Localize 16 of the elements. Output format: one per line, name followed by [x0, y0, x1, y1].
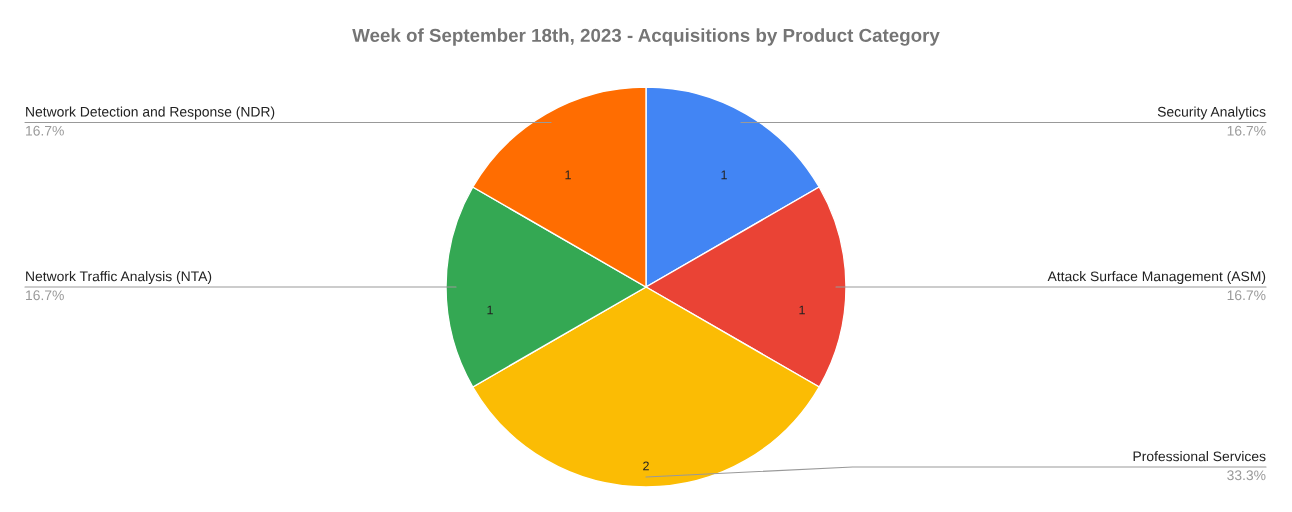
slice-label: Attack Surface Management (ASM)	[1047, 271, 1266, 284]
data-label: 1	[799, 305, 805, 315]
data-label: 1	[565, 170, 571, 180]
chart-title: Week of September 18th, 2023 - Acquisitions by Product Category	[352, 28, 940, 46]
data-label: 1	[487, 305, 493, 315]
text: 16.7%	[26, 290, 64, 301]
text: 16.7%	[26, 125, 64, 136]
data-label: 1	[721, 170, 727, 180]
slice-label: Network Detection and Response (NDR)	[26, 106, 275, 120]
text: 16.7%	[1227, 125, 1266, 136]
slice-label: Professional Services	[1133, 451, 1266, 462]
data-label: 2	[643, 461, 649, 471]
slice-label: Security Analytics	[1157, 106, 1266, 120]
slice-label: Network Traffic Analysis (NTA)	[26, 271, 212, 284]
text: 16.7%	[1227, 290, 1266, 301]
text: 33.3%	[1227, 470, 1266, 481]
